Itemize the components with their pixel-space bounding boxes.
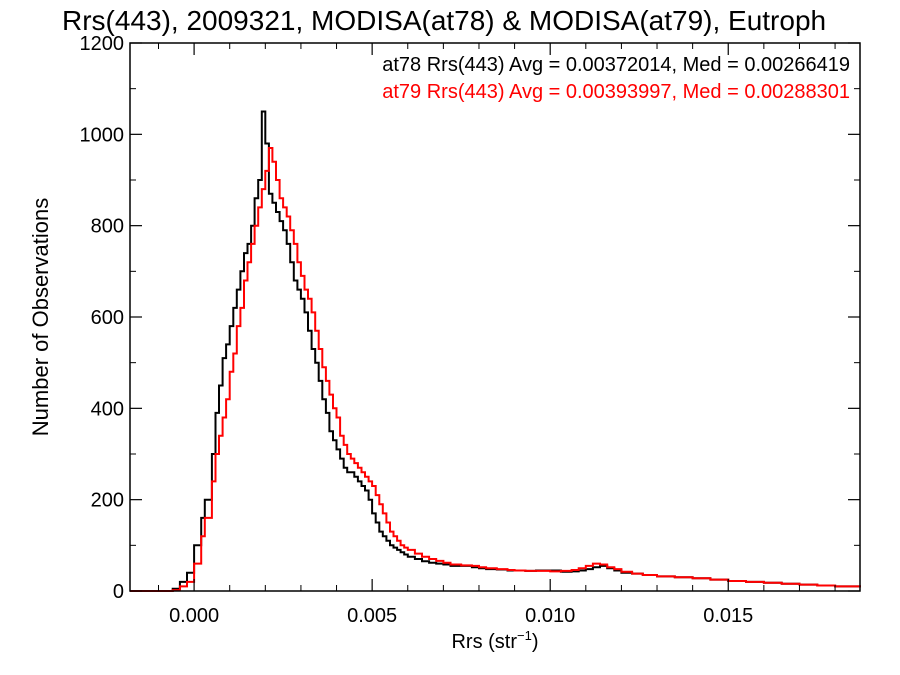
y-tick-label: 200 <box>91 490 124 512</box>
plot-area: 0.000 0.005 0.010 0.015 0 200 400 600 800 1000 12… <box>80 33 861 627</box>
x-axis-label-superscript: −1 <box>517 628 532 643</box>
y-tick-label: 0 <box>113 581 124 603</box>
legend: at78 Rrs(443) Avg = 0.00372014, Med = 0.… <box>382 54 850 103</box>
x-tick-label: 0.005 <box>347 605 397 627</box>
x-axis-label-text: Rrs (str <box>451 631 517 653</box>
y-tick-label: 800 <box>91 216 124 238</box>
y-tick-label: 400 <box>91 398 124 420</box>
series-layer <box>130 110 861 592</box>
x-tick-label: 0.010 <box>525 605 575 627</box>
y-tick-label: 1200 <box>80 33 125 55</box>
x-axis: 0.000 0.005 0.010 0.015 <box>157 43 836 627</box>
y-axis: 0 200 400 600 800 1000 1200 <box>80 33 860 603</box>
y-axis-label: Number of Observations <box>28 198 53 436</box>
x-axis-label: Rrs (str−1) <box>451 628 538 653</box>
x-tick-label: 0.015 <box>703 605 753 627</box>
series-line-at78 <box>130 110 861 592</box>
chart-title: Rrs(443), 2009321, MODISA(at78) & MODISA… <box>62 5 826 36</box>
x-tick-label: 0.000 <box>169 605 219 627</box>
y-tick-label: 600 <box>91 307 124 329</box>
legend-entry-at78: at78 Rrs(443) Avg = 0.00372014, Med = 0.… <box>382 54 850 76</box>
y-tick-label: 1000 <box>80 124 125 146</box>
series-line-at79 <box>130 147 861 592</box>
legend-entry-at79: at79 Rrs(443) Avg = 0.00393997, Med = 0.… <box>382 81 850 103</box>
x-axis-label-close: ) <box>532 631 539 653</box>
